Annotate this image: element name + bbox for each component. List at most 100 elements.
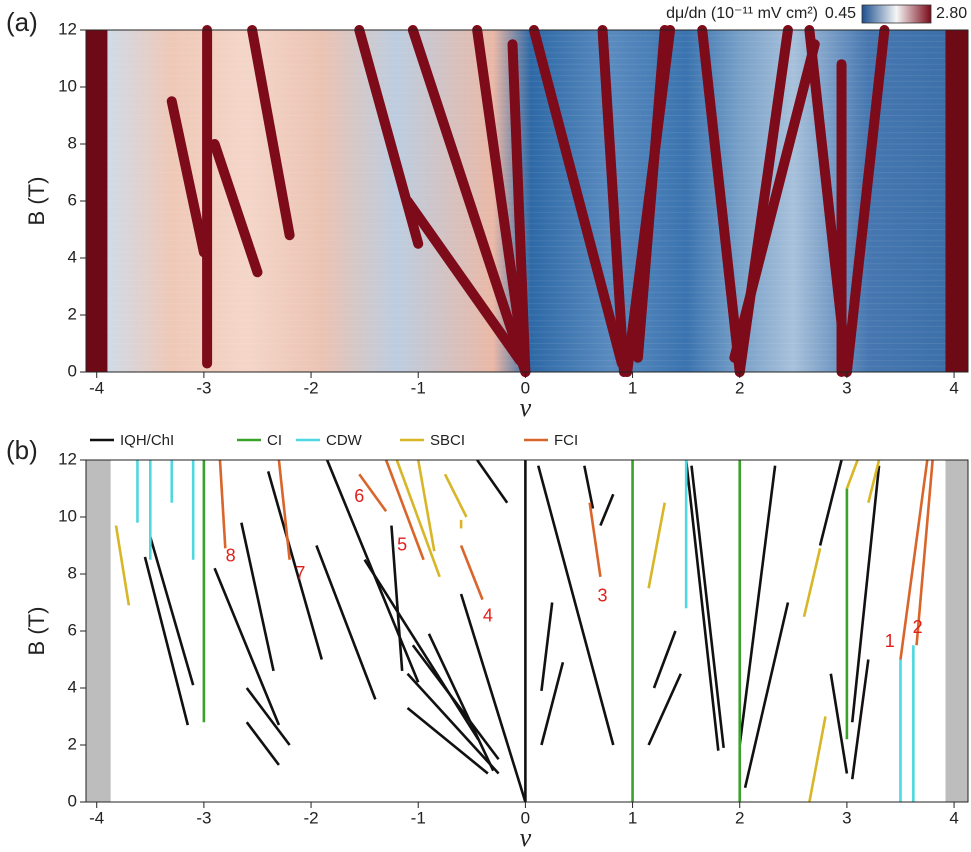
y-tick-label: 10	[58, 76, 77, 95]
y-tick-label: 2	[68, 304, 77, 323]
band	[407, 25, 531, 377]
y-tick-label: 6	[68, 190, 77, 209]
y-tick-label: 12	[58, 19, 77, 38]
segment	[845, 459, 859, 489]
band	[528, 25, 627, 369]
segment	[114, 525, 131, 606]
segment	[690, 465, 725, 748]
segment	[218, 459, 227, 549]
segment	[406, 672, 500, 775]
x-tick-label: 1	[628, 808, 637, 827]
shaded-region	[86, 460, 111, 802]
segment	[427, 633, 495, 772]
edge-region	[945, 30, 968, 372]
band	[247, 25, 295, 241]
segment	[395, 459, 441, 578]
annotation: 4	[483, 606, 493, 626]
y-axis-label: B (T)	[24, 607, 49, 656]
segment	[652, 630, 677, 689]
annotation: 6	[354, 486, 364, 506]
segment	[738, 465, 777, 746]
segment	[363, 559, 480, 740]
segment	[583, 465, 595, 509]
segment	[802, 548, 822, 618]
segment	[599, 493, 615, 527]
annotation: 1	[885, 631, 895, 651]
legend-label: IQH/ChI	[120, 432, 174, 449]
colorbar-tick-label: 2.80	[936, 5, 967, 22]
x-tick-label: -1	[411, 808, 426, 827]
annotation: 5	[397, 534, 407, 554]
panel-label: (b)	[6, 435, 38, 465]
segment	[647, 502, 666, 589]
segment	[416, 459, 436, 552]
x-tick-label: 3	[842, 378, 851, 397]
segment	[266, 471, 324, 660]
x-tick-label: -3	[196, 378, 211, 397]
colorbar-label: dμ/dn (10⁻¹¹ mV cm²)	[666, 5, 818, 22]
segment	[899, 459, 929, 660]
band	[507, 39, 531, 377]
colorbar	[861, 4, 932, 24]
x-tick-label: -2	[303, 808, 318, 827]
segment	[390, 525, 404, 671]
segment	[476, 459, 509, 504]
segment	[743, 602, 790, 789]
band	[597, 25, 629, 377]
y-tick-label: 12	[58, 449, 77, 468]
y-tick-label: 10	[58, 506, 77, 525]
edge-region	[86, 30, 108, 372]
x-tick-label: 2	[735, 378, 744, 397]
segment	[213, 567, 281, 726]
segment	[443, 473, 468, 518]
segment	[536, 465, 615, 746]
x-tick-label: 3	[842, 808, 851, 827]
segment	[867, 459, 881, 504]
annotation: 8	[226, 546, 236, 566]
x-tick-label: 1	[628, 378, 637, 397]
segment	[850, 659, 870, 780]
segment	[915, 459, 934, 646]
segment	[245, 687, 291, 746]
annotation: 2	[913, 617, 923, 637]
x-tick-label: -4	[89, 378, 104, 397]
shaded-region	[945, 460, 968, 802]
legend-label: FCI	[554, 432, 578, 449]
y-tick-label: 4	[68, 247, 77, 266]
y-tick-label: 0	[68, 791, 77, 810]
segment	[818, 459, 843, 546]
segment	[850, 465, 881, 723]
band	[729, 39, 820, 363]
segment	[540, 662, 565, 746]
y-tick-label: 8	[68, 563, 77, 582]
segment	[411, 644, 500, 761]
segment	[149, 536, 195, 686]
x-tick-label: 0	[521, 378, 530, 397]
annotation: 3	[598, 586, 608, 606]
annotation: 7	[295, 563, 305, 583]
segment	[459, 593, 527, 803]
segment	[240, 522, 275, 672]
plot-background	[86, 460, 968, 802]
legend-label: CI	[267, 432, 282, 449]
x-tick-label: 2	[735, 808, 744, 827]
segment	[277, 459, 291, 560]
segment	[406, 706, 489, 775]
segment	[684, 459, 720, 751]
x-tick-label: -1	[411, 378, 426, 397]
band	[697, 25, 745, 377]
segment	[358, 473, 388, 513]
segment	[143, 556, 190, 726]
segment	[245, 721, 280, 766]
y-tick-label: 4	[68, 677, 77, 696]
x-tick-label: 4	[949, 378, 958, 397]
x-axis-label: ν	[520, 823, 532, 852]
segment	[829, 673, 849, 774]
band	[841, 25, 890, 377]
legend-label: SBCI	[430, 432, 465, 449]
y-axis-label: B (T)	[24, 177, 49, 226]
panel-label: (a)	[6, 7, 38, 37]
x-tick-label: -2	[303, 378, 318, 397]
segment	[588, 502, 602, 578]
